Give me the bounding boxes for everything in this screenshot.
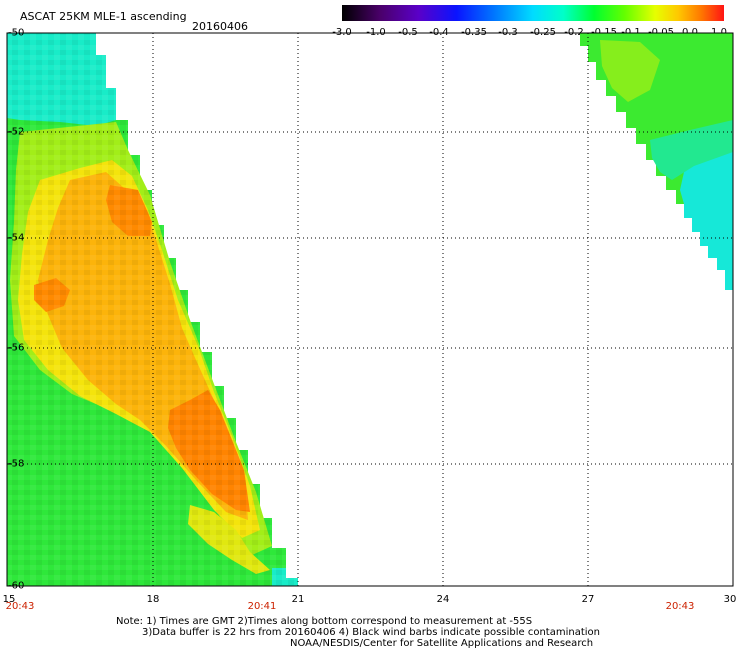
note-line-3: NOAA/NESDIS/Center for Satellite Applica… <box>290 638 594 649</box>
lat-label: -54 <box>8 232 25 244</box>
lon-label: 27 <box>581 594 595 605</box>
right-swath <box>580 33 733 290</box>
swath-right-teal <box>650 120 733 180</box>
left-swath <box>7 33 298 586</box>
lat-label: -60 <box>8 580 25 592</box>
lat-label: -56 <box>8 342 25 354</box>
product-title: ASCAT 25KM MLE-1 ascending <box>20 10 187 23</box>
lon-label: 24 <box>436 594 450 605</box>
color-scale-bar <box>342 5 724 21</box>
pass-time-label: 20:41 <box>247 601 277 612</box>
product-date: 20160406 <box>192 20 248 33</box>
lat-label: -50 <box>8 27 25 39</box>
lon-label: 18 <box>146 594 160 605</box>
axis-ticks <box>7 32 12 587</box>
note-line-2: 3)Data buffer is 22 hrs from 20160406 4)… <box>142 627 600 638</box>
graticule <box>7 33 733 586</box>
lon-label: 21 <box>291 594 305 605</box>
swath-right-lightgreen <box>600 40 660 102</box>
map-frame <box>6 32 734 587</box>
note-line-1: Note: 1) Times are GMT 2)Times along bot… <box>116 616 533 627</box>
lat-label: -58 <box>8 458 25 470</box>
lon-label: 15 <box>2 594 16 605</box>
pass-time-label: 20:43 <box>665 601 695 612</box>
swath-right-cyan <box>680 150 733 290</box>
pass-time-label: 20:43 <box>5 601 35 612</box>
lat-label: -52 <box>8 126 25 138</box>
lon-label: 30 <box>723 594 737 605</box>
